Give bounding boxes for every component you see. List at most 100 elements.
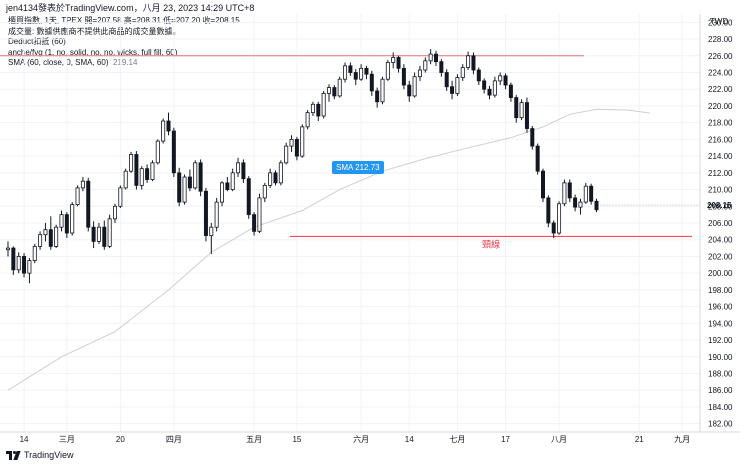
y-tick-label: 228.00 [708, 35, 733, 44]
y-tick-label: 218.00 [708, 119, 733, 128]
candle [348, 65, 353, 73]
candle [364, 67, 369, 75]
x-tick-label: 四月 [166, 435, 182, 444]
candle [305, 112, 310, 128]
candle [225, 182, 230, 190]
candle [54, 226, 59, 247]
candle [43, 229, 48, 236]
y-tick-label: 202.00 [708, 252, 733, 261]
candle [385, 62, 390, 80]
y-tick-label: 210.00 [708, 186, 733, 195]
candle [193, 162, 198, 189]
candle [439, 61, 444, 73]
candle [6, 247, 11, 251]
candle [433, 53, 438, 63]
y-tick-label: 198.00 [708, 286, 733, 295]
candle [321, 93, 326, 117]
y-tick-label: 196.00 [708, 303, 733, 312]
y-tick-label: 208.00 [708, 202, 733, 211]
candle [524, 102, 529, 129]
candle [177, 172, 182, 203]
indicator-sma-name: SMA (60, close, 0, SMA, 60) [8, 58, 109, 67]
neckline-label: 頸線 [482, 238, 500, 249]
candle [428, 53, 433, 62]
y-tick-label: 200.00 [708, 269, 733, 278]
candle [326, 87, 331, 94]
candle [86, 180, 91, 228]
candle [417, 69, 422, 78]
tradingview-logo-icon [6, 450, 21, 460]
candle [22, 256, 27, 274]
candle [503, 75, 508, 86]
candle [236, 162, 241, 174]
symbol-ohlc-line[interactable]: 櫃買指數, 1天, TPEX 開=207.58 高=208.31 低=207.2… [8, 16, 240, 25]
candles [6, 49, 599, 284]
candle [268, 172, 273, 186]
candle [155, 140, 160, 164]
candle [412, 76, 417, 97]
candle [257, 197, 262, 232]
candle [310, 103, 315, 114]
time-axis[interactable]: 14 三月 20 四月 五月 15 六月 14 七月 17 八月 21 九月 [20, 434, 691, 444]
candle [359, 67, 364, 80]
candle [567, 182, 572, 199]
x-tick-label: 七月 [449, 435, 465, 444]
candle [562, 182, 567, 205]
candle [460, 67, 465, 78]
candle [38, 234, 43, 247]
x-tick-label: 九月 [674, 435, 690, 444]
candle [80, 180, 85, 189]
candle [455, 77, 460, 94]
candle [482, 80, 487, 90]
y-tick-label: 194.00 [708, 319, 733, 328]
candle [519, 102, 524, 119]
candle [294, 139, 299, 157]
price-chart[interactable]: 182.00 184.00 186.00 188.00 190.00 192.00 194.… [0, 14, 740, 446]
candle [380, 78, 385, 103]
x-tick-label: 三月 [59, 435, 75, 444]
y-tick-label: 190.00 [708, 353, 733, 362]
candle [396, 57, 401, 69]
candle [583, 185, 588, 203]
candle [214, 201, 219, 228]
candle [118, 187, 123, 207]
candle [139, 168, 144, 186]
y-tick-label: 216.00 [708, 135, 733, 144]
candle [466, 55, 471, 68]
candle [64, 214, 69, 234]
tradingview-brand[interactable]: TradingView [24, 450, 74, 460]
last-price-marker: 208.15 [600, 201, 732, 210]
candle [134, 154, 139, 186]
candle [450, 86, 455, 94]
y-tick-label: 186.00 [708, 386, 733, 395]
candle [171, 130, 176, 174]
footer: TradingView [6, 450, 74, 460]
candle [300, 126, 305, 157]
indicator-fvg[interactable]: anche/fvg (1, no, solid, no, no, wicks, … [8, 47, 178, 57]
candle [16, 256, 21, 271]
x-tick-label: 14 [405, 435, 414, 444]
price-axis[interactable]: 182.00 184.00 186.00 188.00 190.00 192.00 194.… [708, 18, 733, 428]
candle [27, 260, 32, 274]
candle [476, 69, 481, 82]
candle [219, 182, 224, 203]
candle [252, 214, 257, 232]
candle [96, 226, 101, 242]
candle [161, 120, 166, 142]
candle [471, 55, 476, 71]
x-tick-label: 八月 [551, 435, 567, 444]
candle [262, 184, 267, 199]
candle [246, 178, 251, 216]
candle [203, 190, 208, 236]
x-tick-label: 五月 [246, 435, 262, 444]
candle [444, 72, 449, 88]
candle [498, 75, 503, 82]
indicator-sma[interactable]: SMA (60, close, 0, SMA, 60) 219.14 [8, 58, 240, 69]
y-tick-label: 204.00 [708, 236, 733, 245]
y-tick-label: 220.00 [708, 102, 733, 111]
candle [546, 197, 551, 224]
volume-line[interactable]: 成交量: 數據供應商不提供此商品的成交量數據。 [8, 26, 181, 36]
candle [273, 172, 278, 184]
candle [589, 185, 594, 202]
indicator-deduct[interactable]: Deduct扣抵 (60) [8, 37, 66, 46]
